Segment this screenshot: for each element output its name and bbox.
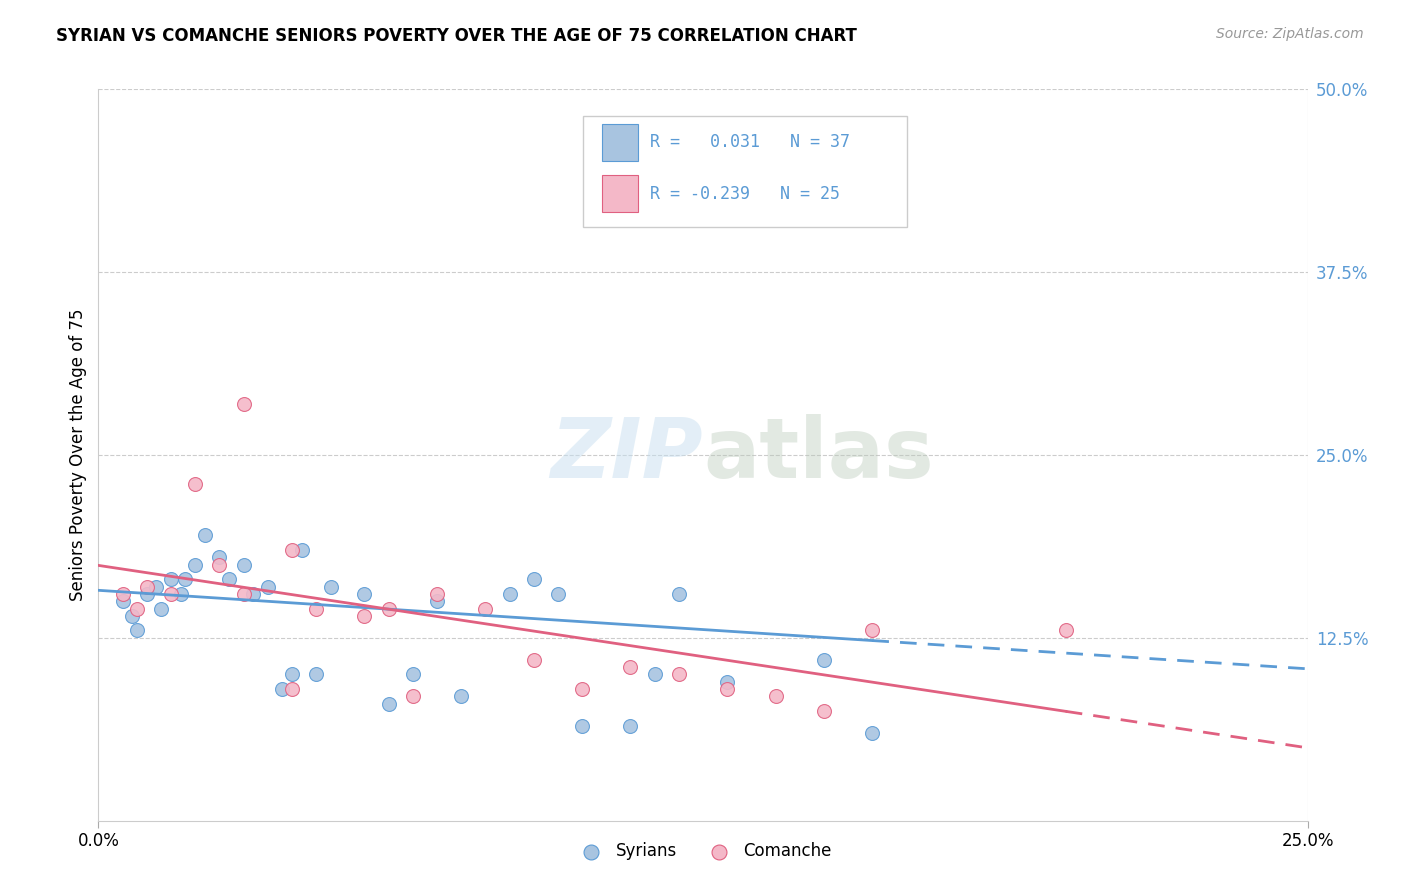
Point	[426, 594, 449, 608]
Point	[111, 587, 134, 601]
Point	[402, 667, 425, 681]
Point	[305, 667, 328, 681]
Point	[860, 624, 883, 638]
Point	[218, 572, 240, 586]
Point	[1054, 624, 1077, 638]
Point	[184, 558, 207, 572]
Point	[571, 681, 593, 696]
Point	[668, 667, 690, 681]
Point	[353, 587, 375, 601]
Text: SYRIAN VS COMANCHE SENIORS POVERTY OVER THE AGE OF 75 CORRELATION CHART: SYRIAN VS COMANCHE SENIORS POVERTY OVER …	[56, 27, 858, 45]
Point	[619, 718, 641, 732]
Point	[281, 681, 304, 696]
Point	[377, 601, 399, 615]
Point	[426, 587, 449, 601]
Point	[619, 660, 641, 674]
Point	[523, 572, 546, 586]
Point	[242, 587, 264, 601]
Point	[474, 601, 496, 615]
Point	[353, 608, 375, 623]
Point	[281, 543, 304, 558]
Point	[619, 119, 641, 133]
Point	[305, 601, 328, 615]
Point	[208, 558, 231, 572]
Text: R =   0.031   N = 37: R = 0.031 N = 37	[650, 134, 849, 152]
Text: ZIP: ZIP	[550, 415, 703, 495]
Point	[145, 580, 167, 594]
Point	[571, 718, 593, 732]
Point	[184, 477, 207, 491]
Point	[813, 653, 835, 667]
Text: Source: ZipAtlas.com: Source: ZipAtlas.com	[1216, 27, 1364, 41]
Text: R = -0.239   N = 25: R = -0.239 N = 25	[650, 185, 839, 202]
Point	[860, 726, 883, 740]
Point	[150, 601, 173, 615]
Point	[160, 587, 183, 601]
Point	[498, 587, 520, 601]
Point	[256, 580, 278, 594]
Point	[232, 397, 254, 411]
Point	[169, 587, 191, 601]
Point	[402, 690, 425, 704]
Point	[450, 690, 472, 704]
Point	[547, 587, 569, 601]
Point	[716, 681, 738, 696]
Point	[194, 528, 217, 542]
Point	[523, 653, 546, 667]
Point	[135, 580, 157, 594]
Point	[377, 697, 399, 711]
Point	[668, 587, 690, 601]
Text: atlas: atlas	[703, 415, 934, 495]
Point	[644, 667, 666, 681]
Legend: Syrians, Comanche: Syrians, Comanche	[568, 836, 838, 867]
Point	[765, 690, 787, 704]
Y-axis label: Seniors Poverty Over the Age of 75: Seniors Poverty Over the Age of 75	[69, 309, 87, 601]
Point	[127, 624, 149, 638]
Point	[135, 587, 157, 601]
Point	[716, 674, 738, 689]
Point	[813, 704, 835, 718]
Point	[160, 572, 183, 586]
Point	[281, 667, 304, 681]
Point	[271, 681, 294, 696]
Point	[121, 608, 143, 623]
Point	[232, 587, 254, 601]
Point	[174, 572, 197, 586]
Point	[319, 580, 342, 594]
Point	[290, 543, 312, 558]
Point	[111, 594, 134, 608]
Point	[232, 558, 254, 572]
Point	[127, 601, 149, 615]
Point	[208, 550, 231, 565]
